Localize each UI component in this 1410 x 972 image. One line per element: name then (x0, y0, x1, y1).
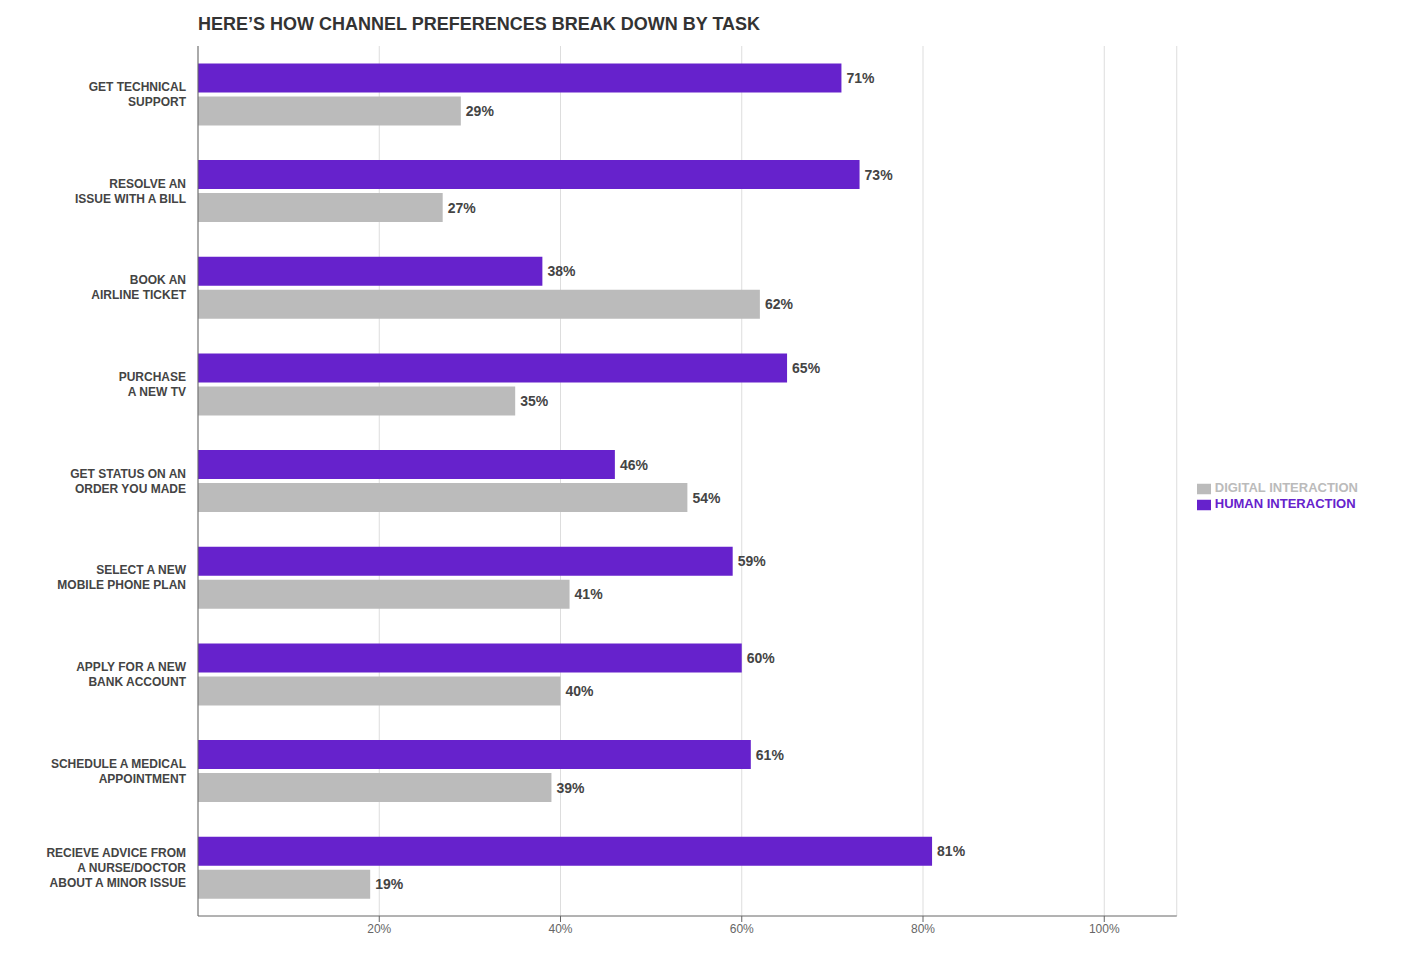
svg-text:80%: 80% (911, 922, 935, 936)
svg-text:73%: 73% (865, 167, 894, 183)
svg-text:19%: 19% (375, 876, 404, 892)
svg-text:59%: 59% (738, 553, 767, 569)
svg-text:35%: 35% (520, 393, 549, 409)
svg-text:60%: 60% (747, 650, 776, 666)
svg-text:PURCHASEA NEW TV: PURCHASEA NEW TV (119, 370, 186, 399)
svg-text:40%: 40% (566, 683, 595, 699)
svg-text:APPLY FOR A NEWBANK ACCOUNT: APPLY FOR A NEWBANK ACCOUNT (76, 660, 186, 689)
svg-text:54%: 54% (692, 490, 721, 506)
html-text:DIGITAL INTERACTION: DIGITAL INTERACTION (1214, 480, 1358, 496)
svg-text:41%: 41% (575, 586, 604, 602)
svg-text:GET STATUS ON ANORDER YOU MADE: GET STATUS ON ANORDER YOU MADE (70, 467, 186, 496)
html-text:HUMAN INTERACTION: HUMAN INTERACTION (1214, 496, 1356, 511)
svg-text:20%: 20% (367, 922, 391, 936)
svg-text:40%: 40% (548, 922, 572, 936)
svg-text:29%: 29% (466, 103, 495, 119)
svg-text:81%: 81% (937, 843, 966, 859)
html-text:HERE’S HOW CHANNEL PREFERENCES: HERE’S HOW CHANNEL PREFERENCES BREAK DOW… (198, 14, 760, 34)
svg-text:71%: 71% (846, 70, 875, 86)
svg-text:62%: 62% (765, 296, 794, 312)
svg-text:60%: 60% (730, 922, 754, 936)
svg-text:38%: 38% (547, 263, 576, 279)
svg-text:BOOK ANAIRLINE TICKET: BOOK ANAIRLINE TICKET (91, 273, 186, 302)
svg-text:39%: 39% (556, 780, 585, 796)
svg-text:61%: 61% (756, 747, 785, 763)
svg-text:SCHEDULE A MEDICALAPPOINTMENT: SCHEDULE A MEDICALAPPOINTMENT (51, 757, 187, 786)
svg-text:46%: 46% (620, 457, 649, 473)
svg-text:GET TECHNICALSUPPORT: GET TECHNICALSUPPORT (89, 80, 187, 109)
svg-text:27%: 27% (448, 200, 477, 216)
svg-text:RESOLVE ANISSUE WITH A BILL: RESOLVE ANISSUE WITH A BILL (75, 177, 186, 206)
svg-text:65%: 65% (792, 360, 821, 376)
svg-text:RECIEVE ADVICE FROMA NURSE/DOC: RECIEVE ADVICE FROMA NURSE/DOCTORABOUT A… (46, 846, 186, 890)
svg-text:100%: 100% (1089, 922, 1120, 936)
svg-text:SELECT A NEWMOBILE PHONE PLAN: SELECT A NEWMOBILE PHONE PLAN (57, 563, 186, 592)
